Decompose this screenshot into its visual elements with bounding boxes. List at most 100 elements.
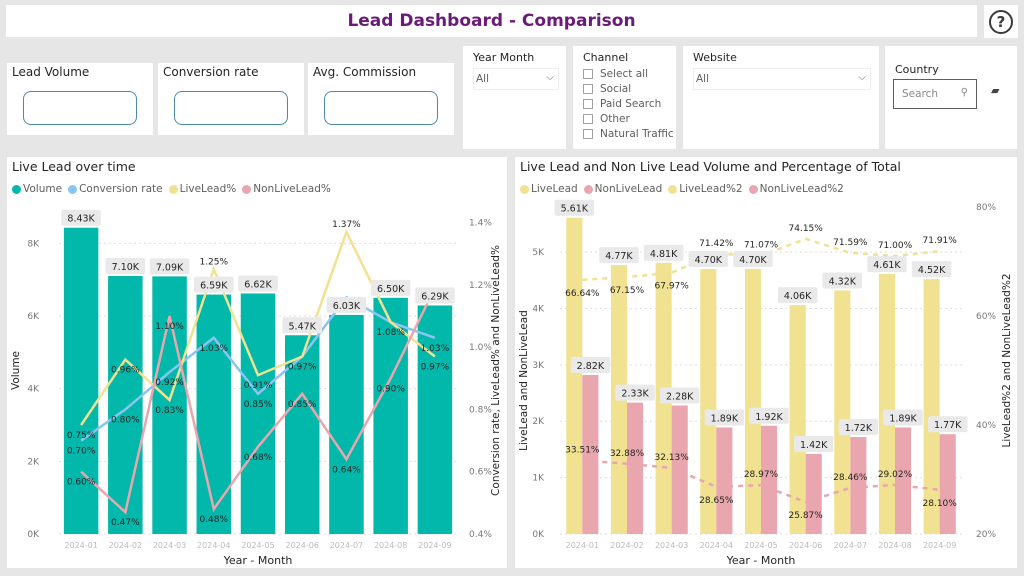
legend-item[interactable]: NonLiveLead <box>583 183 663 195</box>
checkbox-label: Select all <box>600 68 648 80</box>
data-label-bg <box>883 409 923 426</box>
legend-item[interactable]: LiveLead%2 <box>668 183 743 195</box>
data-label-bg <box>599 247 639 264</box>
kpi-card-avg-commission: Avg. Commission <box>308 63 454 135</box>
checkbox-social[interactable]: Social <box>583 83 631 95</box>
y-tick-label: 2K <box>27 457 40 467</box>
data-label: 1.37% <box>332 220 361 230</box>
data-label: 4.61K <box>873 260 901 271</box>
y-axis-title: Volume <box>10 351 22 390</box>
eraser-icon[interactable]: ▰ <box>991 84 1000 97</box>
bar-nonlivelead <box>761 425 778 534</box>
data-label: 0.97% <box>421 362 450 372</box>
slicer-label: Website <box>693 51 737 64</box>
bar-volume <box>284 335 320 534</box>
bar-livelead <box>923 279 940 534</box>
data-label-bg <box>704 409 745 426</box>
checkbox-label: Natural Traffic <box>600 128 674 140</box>
data-label: 2.82K <box>577 361 605 372</box>
data-label: 4.70K <box>695 255 723 266</box>
data-label-bg <box>867 256 907 273</box>
data-label-bg <box>838 419 879 436</box>
legend-item[interactable]: Conversion rate <box>68 183 163 195</box>
slicer-label: Country <box>895 63 939 76</box>
y2-tick-label: 60% <box>976 312 996 322</box>
legend-item[interactable]: LiveLead% <box>168 183 236 195</box>
x-tick-label: 2024-06 <box>286 541 319 550</box>
data-label-bg <box>793 435 834 452</box>
y2-tick-label: 0.6% <box>469 468 492 478</box>
legend-label: LiveLead%2 <box>679 183 743 195</box>
legend-item[interactable]: NonLiveLead%2 <box>748 183 844 195</box>
chart-title: Live Lead over time <box>12 159 136 174</box>
bar-livelead <box>566 217 583 534</box>
y2-tick-label: 40% <box>976 421 996 431</box>
bar-volume <box>196 294 232 534</box>
y-tick-label: 4K <box>532 304 545 314</box>
data-label: 74.15% <box>789 224 824 234</box>
checkbox-label: Social <box>600 83 632 95</box>
checkbox-label: Other <box>600 113 630 125</box>
data-label: 0.85% <box>244 400 273 410</box>
checkbox-icon <box>583 129 593 139</box>
checkbox-other[interactable]: Other <box>583 113 630 125</box>
legend-label: NonLiveLead <box>594 183 663 195</box>
bar-livelead <box>878 274 895 534</box>
data-label-bg <box>777 287 818 304</box>
help-button[interactable]: ? <box>984 5 1018 38</box>
kpi-value-box <box>174 91 288 125</box>
data-label: 1.42K <box>800 440 828 451</box>
checkbox-natural-traffic[interactable]: Natural Traffic <box>583 128 674 140</box>
data-label: 1.89K <box>889 413 917 424</box>
data-label: 71.59% <box>833 238 868 248</box>
bar-livelead <box>834 290 851 534</box>
data-label: 6.29K <box>421 291 449 302</box>
bar-volume <box>63 227 99 534</box>
data-label: 0.64% <box>332 465 361 475</box>
data-label-bg <box>615 384 655 401</box>
x-tick-label: 2024-09 <box>418 541 451 550</box>
data-label: 0.92% <box>155 378 184 388</box>
data-label: 28.65% <box>699 496 734 506</box>
website-dropdown[interactable]: All ⌵ <box>693 68 871 90</box>
x-tick-label: 2024-03 <box>153 541 186 550</box>
legend-item[interactable]: LiveLead <box>520 183 578 195</box>
legend-item[interactable]: Volume <box>12 183 62 195</box>
x-tick-label: 2024-01 <box>64 541 97 550</box>
slicer-country: Country Search ⚲ ▰ <box>885 46 1017 149</box>
chart-live-nonlive-volume-percentage: Live Lead and Non Live Lead Volume and P… <box>515 157 1017 568</box>
data-label-bg <box>643 244 684 261</box>
kpi-card-lead-volume: Lead Volume <box>7 63 153 135</box>
legend-dot-icon <box>520 184 529 194</box>
checkbox-icon <box>583 84 593 94</box>
slicer-label: Channel <box>583 51 629 64</box>
country-search-input[interactable]: Search ⚲ <box>893 79 977 109</box>
x-tick-label: 2024-06 <box>789 541 822 550</box>
year-month-dropdown[interactable]: All ⌵ <box>473 68 559 90</box>
data-label-bg <box>733 251 773 268</box>
legend-item[interactable]: NonLiveLead% <box>242 183 331 195</box>
checkbox-paid-search[interactable]: Paid Search <box>583 98 661 110</box>
checkbox-select-all[interactable]: Select all <box>583 68 648 80</box>
data-label: 5.47K <box>289 321 317 332</box>
y-tick-label: 6K <box>27 312 40 322</box>
data-label: 0.96% <box>111 366 140 376</box>
y2-tick-label: 1.2% <box>469 281 492 291</box>
data-label: 4.32K <box>829 276 857 287</box>
checkbox-icon <box>583 114 593 124</box>
data-label: 71.00% <box>878 241 913 251</box>
legend-dot-icon <box>748 184 758 194</box>
slicer-website: Website All ⌵ <box>683 46 879 149</box>
data-label-bg <box>149 258 190 275</box>
data-label-bg <box>927 416 968 433</box>
data-label-bg <box>415 287 455 304</box>
data-label: 1.77K <box>934 420 962 431</box>
data-label-bg <box>822 272 863 289</box>
checkbox-label: Paid Search <box>600 98 662 110</box>
x-tick-label: 2024-09 <box>923 541 956 550</box>
data-label: 6.03K <box>333 301 361 312</box>
bar-volume <box>108 276 143 534</box>
search-placeholder: Search <box>902 88 939 100</box>
y-tick-label: 0K <box>532 530 545 540</box>
data-label: 0.70% <box>67 447 96 457</box>
